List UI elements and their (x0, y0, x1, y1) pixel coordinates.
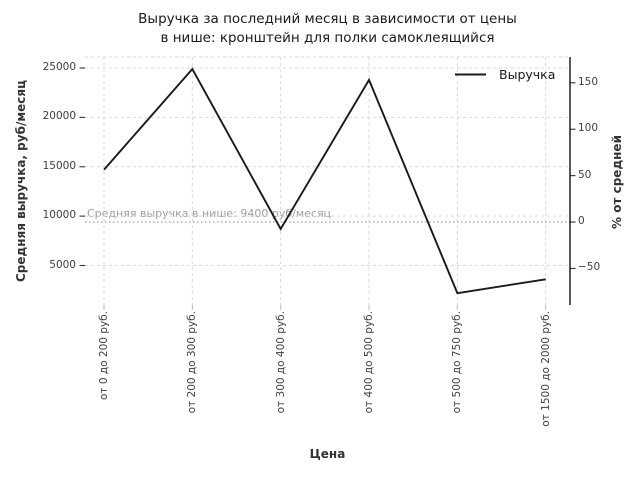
chart-title: Выручка за последний месяц в зависимости… (20, 10, 635, 48)
chart-title-line-2: в нише: кронштейн для полки самоклеящийс… (160, 30, 495, 46)
revenue-line (103, 67, 546, 295)
chart-title-line-1: Выручка за последний месяц в зависимости… (138, 11, 517, 27)
